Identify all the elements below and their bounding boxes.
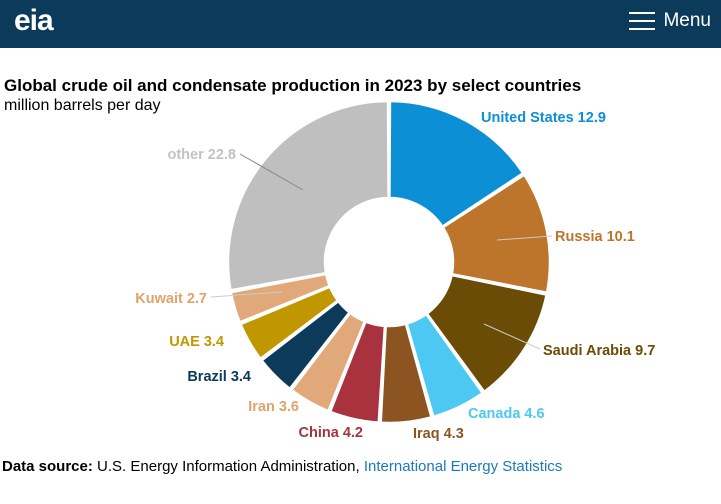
leader-line-russia — [496, 235, 553, 241]
slice-iran[interactable] — [289, 311, 367, 413]
leader-line-other — [239, 153, 304, 191]
hamburger-icon — [629, 12, 656, 30]
slice-label-uae: UAE 3.4 — [169, 334, 224, 350]
slice-label-other: other 22.8 — [168, 147, 237, 163]
source-label: Data source: — [2, 458, 93, 475]
slice-label-iraq: Iraq 4.3 — [413, 426, 464, 442]
slice-label-united-states: United States 12.9 — [481, 110, 606, 126]
slice-label-canada: Canada 4.6 — [468, 406, 545, 422]
slice-label-brazil: Brazil 3.4 — [187, 369, 251, 385]
menu-button[interactable]: Menu — [629, 10, 711, 32]
eia-logo[interactable]: eia — [14, 4, 54, 37]
source-text: U.S. Energy Information Administration, — [97, 458, 360, 475]
slice-label-iran: Iran 3.6 — [248, 399, 299, 415]
slice-other[interactable] — [226, 99, 390, 292]
leader-line-kuwait — [210, 291, 283, 298]
slice-china[interactable] — [328, 319, 387, 425]
slice-label-saudi-arabia: Saudi Arabia 9.7 — [543, 343, 655, 359]
slice-iraq[interactable] — [379, 322, 434, 425]
source-link[interactable]: International Energy Statistics — [363, 458, 563, 475]
slice-united-states[interactable] — [388, 99, 525, 229]
slice-label-kuwait: Kuwait 2.7 — [135, 291, 207, 307]
slice-label-china: China 4.2 — [299, 425, 363, 441]
slice-label-russia: Russia 10.1 — [555, 229, 635, 245]
menu-label: Menu — [663, 10, 711, 31]
slice-saudi-arabia[interactable] — [425, 273, 549, 394]
top-navigation-bar: eia Menu — [0, 0, 721, 48]
chart-title: Global crude oil and condensate producti… — [4, 76, 582, 95]
leader-line-saudi-arabia — [483, 323, 541, 350]
donut-chart: United States 12.9 Russia 10.1 Saudi Arabi… — [135, 99, 655, 442]
data-source-note: Data source: U.S. Energy Information Adm… — [2, 458, 562, 475]
slice-russia[interactable] — [441, 173, 552, 295]
chart-subtitle: million barrels per day — [4, 97, 161, 114]
slice-canada[interactable] — [405, 312, 485, 419]
